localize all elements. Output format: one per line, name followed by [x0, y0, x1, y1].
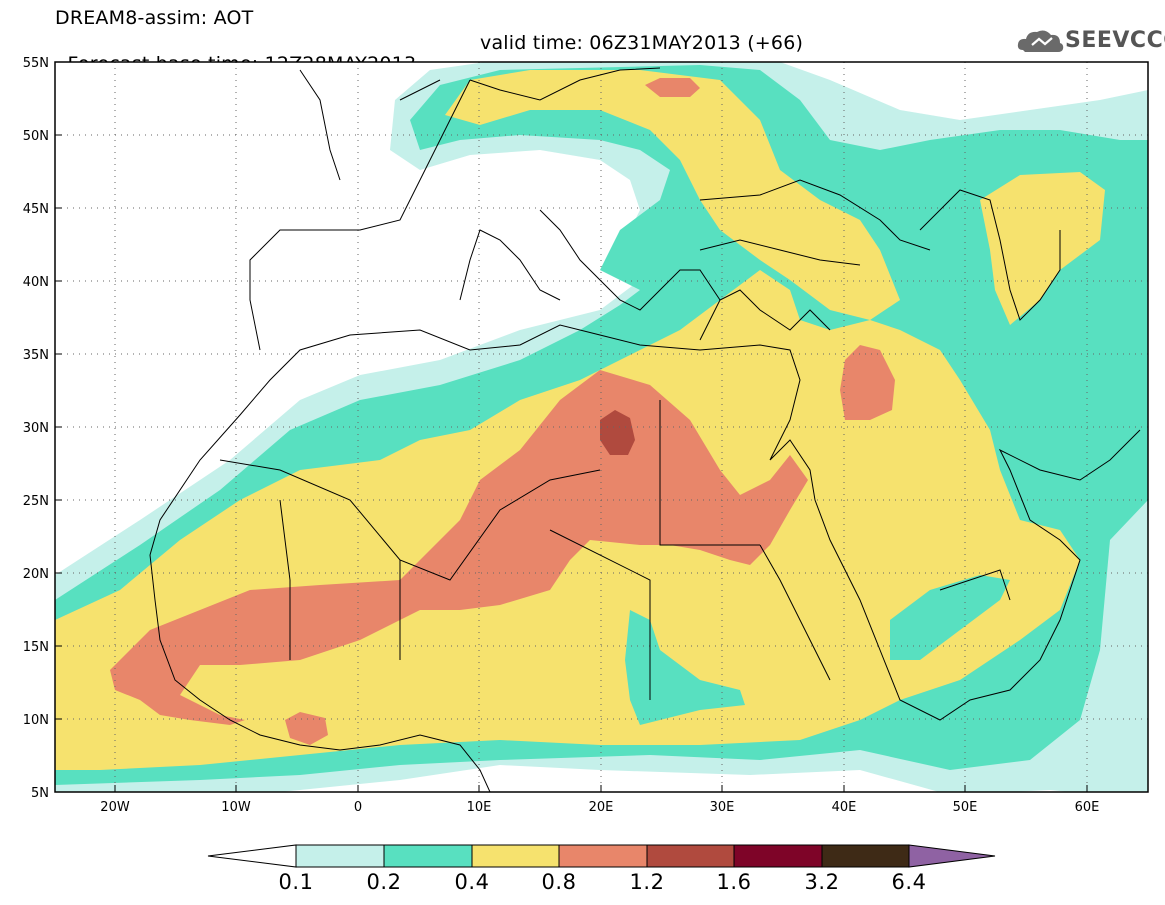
- lon-tick: 50E: [953, 800, 978, 815]
- colorbar-swatch: [821, 844, 910, 868]
- tick-marks: [55, 134, 1088, 792]
- colorbar-label: 3.2: [804, 870, 840, 894]
- lat-tick: 40N: [23, 275, 49, 290]
- aot-contour-0.8-east-europe: [645, 78, 700, 97]
- aot-field: [55, 62, 1148, 792]
- lat-tick: 5N: [31, 786, 49, 801]
- colorbar-label: 1.2: [629, 870, 665, 894]
- aot-contour-0.2-sahel: [625, 610, 745, 725]
- colorbar-label: 0.8: [541, 870, 577, 894]
- map-title: DREAM8-assim: AOT: [55, 7, 254, 29]
- colorbar-swatch: [295, 844, 385, 868]
- lon-tick: 10W: [221, 800, 251, 815]
- valid-time: valid time: 06Z31MAY2013 (+66): [480, 32, 804, 54]
- lon-tick: 30E: [710, 800, 735, 815]
- lon-tick: 40E: [832, 800, 857, 815]
- lon-tick: 20E: [589, 800, 614, 815]
- aot-contour-0.8-ghana: [285, 712, 328, 745]
- colorbar-swatch: [383, 844, 473, 868]
- aot-contour-0.8-arabia: [840, 345, 895, 420]
- colorbar-swatch: [558, 844, 648, 868]
- colorbar-label: 6.4: [891, 870, 927, 894]
- lat-tick: 30N: [23, 421, 49, 436]
- lat-tick-labels: 5N 10N 15N 20N 25N 30N 35N 40N 45N 50N 5…: [23, 56, 49, 801]
- lat-tick: 10N: [23, 713, 49, 728]
- lat-tick: 45N: [23, 202, 49, 217]
- aot-contour-0.8: [110, 370, 808, 725]
- lon-tick-labels: 20W 10W 0 10E 20E 30E 40E 50E 60E: [100, 800, 1099, 815]
- lat-tick: 25N: [23, 494, 49, 509]
- colorbar-swatch: [646, 844, 735, 868]
- colorbar-under-triangle: [207, 844, 297, 868]
- aot-contour-0.2-arabia: [890, 575, 1010, 660]
- colorbar-label: 0.4: [454, 870, 490, 894]
- colorbar-swatch: [733, 844, 823, 868]
- lat-tick: 55N: [23, 56, 49, 71]
- aot-contour-0.4-north: [445, 70, 900, 320]
- lon-tick: 10E: [467, 800, 492, 815]
- lat-tick: 15N: [23, 640, 49, 655]
- logo-text: SEEVCCC: [1065, 28, 1165, 53]
- colorbar-label: 1.6: [716, 870, 752, 894]
- aot-contour-1.2: [600, 410, 635, 455]
- colorbar-label: 0.1: [278, 870, 314, 894]
- cloud-icon: [1017, 30, 1064, 52]
- lon-tick: 0: [354, 800, 362, 815]
- lat-tick: 20N: [23, 567, 49, 582]
- colorbar-label: 0.2: [366, 870, 402, 894]
- lon-tick: 60E: [1075, 800, 1100, 815]
- lat-tick: 35N: [23, 348, 49, 363]
- colorbar: [207, 844, 996, 868]
- coastlines: [149, 67, 1141, 792]
- lat-tick: 50N: [23, 129, 49, 144]
- colorbar-swatch: [471, 844, 560, 868]
- lon-tick: 20W: [100, 800, 130, 815]
- colorbar-over-triangle: [908, 844, 996, 868]
- aot-contour-0.4-caspian: [980, 172, 1105, 325]
